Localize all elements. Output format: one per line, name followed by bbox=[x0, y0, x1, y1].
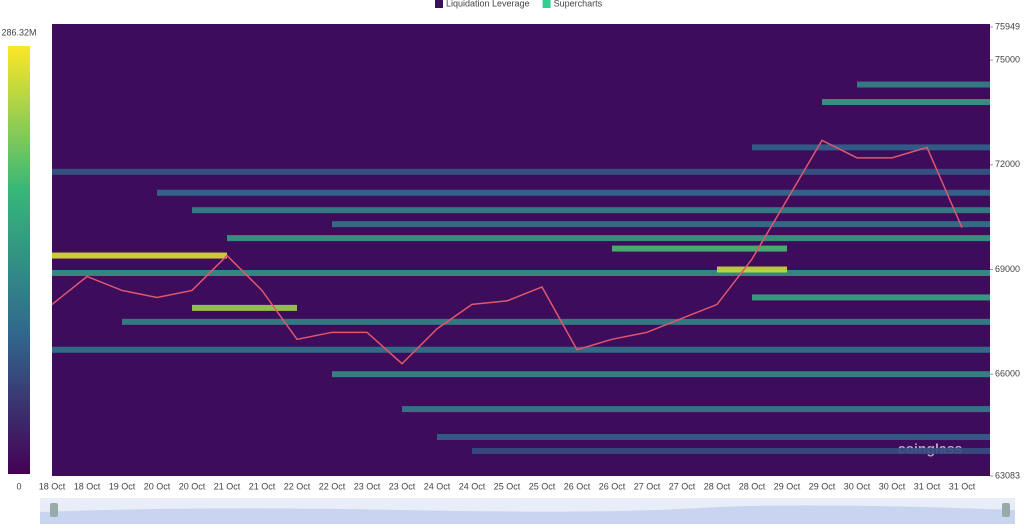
colorbar-max: 286.32M bbox=[1, 27, 36, 37]
liquidation-band bbox=[192, 304, 297, 311]
x-tick-label: 18 Oct bbox=[74, 481, 101, 491]
x-tick-label: 18 Oct bbox=[39, 481, 66, 491]
liquidation-band bbox=[402, 406, 990, 413]
liquidation-band bbox=[437, 434, 990, 441]
x-tick-label: 26 Oct bbox=[564, 481, 591, 491]
x-tick-label: 23 Oct bbox=[389, 481, 416, 491]
x-tick-label: 30 Oct bbox=[844, 481, 871, 491]
x-tick-label: 26 Oct bbox=[599, 481, 626, 491]
liquidation-band bbox=[332, 371, 990, 378]
x-tick-label: 24 Oct bbox=[424, 481, 451, 491]
liquidation-band bbox=[192, 207, 990, 214]
y-tick-label: 75000 bbox=[995, 54, 1020, 64]
x-tick-label: 21 Oct bbox=[214, 481, 241, 491]
liquidation-band bbox=[472, 447, 990, 454]
colorbar-min: 0 bbox=[16, 481, 21, 491]
navigator-handle[interactable] bbox=[1002, 503, 1010, 517]
x-tick-label: 24 Oct bbox=[459, 481, 486, 491]
x-tick-label: 22 Oct bbox=[319, 481, 346, 491]
liquidation-band bbox=[227, 235, 990, 242]
legend-label: Liquidation Leverage bbox=[446, 0, 530, 8]
x-tick-label: 22 Oct bbox=[284, 481, 311, 491]
liquidation-band bbox=[857, 81, 990, 88]
x-tick-label: 27 Oct bbox=[634, 481, 661, 491]
colorbar bbox=[8, 46, 30, 474]
liquidation-band bbox=[612, 245, 787, 252]
y-tick-label: 69000 bbox=[995, 264, 1020, 274]
x-tick-label: 19 Oct bbox=[109, 481, 136, 491]
x-tick-label: 30 Oct bbox=[879, 481, 906, 491]
x-tick-label: 27 Oct bbox=[669, 481, 696, 491]
x-tick-label: 28 Oct bbox=[739, 481, 766, 491]
x-tick-label: 28 Oct bbox=[704, 481, 731, 491]
y-tick-label: 63083 bbox=[995, 470, 1020, 480]
legend-label: Supercharts bbox=[554, 0, 603, 8]
x-tick-label: 31 Oct bbox=[914, 481, 941, 491]
liquidation-band bbox=[52, 346, 990, 353]
x-tick-label: 21 Oct bbox=[249, 481, 276, 491]
x-tick-label: 20 Oct bbox=[179, 481, 206, 491]
x-tick-label: 31 Oct bbox=[949, 481, 976, 491]
y-tick-label: 72000 bbox=[995, 159, 1020, 169]
liquidation-band bbox=[52, 269, 990, 276]
x-tick-label: 29 Oct bbox=[809, 481, 836, 491]
liquidation-band bbox=[52, 168, 990, 175]
y-tick-label: 75949 bbox=[995, 21, 1020, 31]
liquidation-band bbox=[157, 189, 990, 196]
liquidation-band bbox=[717, 266, 787, 273]
liquidation-band bbox=[52, 252, 227, 259]
x-tick-label: 20 Oct bbox=[144, 481, 171, 491]
legend-swatch bbox=[542, 0, 551, 8]
x-tick-label: 25 Oct bbox=[494, 481, 521, 491]
navigator-area bbox=[40, 505, 1015, 524]
x-tick-label: 29 Oct bbox=[774, 481, 801, 491]
x-tick-label: 23 Oct bbox=[354, 481, 381, 491]
liquidation-band bbox=[752, 144, 990, 151]
liquidation-band bbox=[752, 294, 990, 301]
navigator-handle[interactable] bbox=[50, 503, 58, 517]
price-line bbox=[51, 139, 963, 365]
liquidation-band bbox=[822, 98, 990, 105]
x-tick-label: 25 Oct bbox=[529, 481, 556, 491]
liquidation-band bbox=[332, 221, 990, 228]
y-tick-label: 66000 bbox=[995, 369, 1020, 379]
liquidation-band bbox=[122, 318, 990, 325]
legend-swatch bbox=[435, 0, 443, 8]
